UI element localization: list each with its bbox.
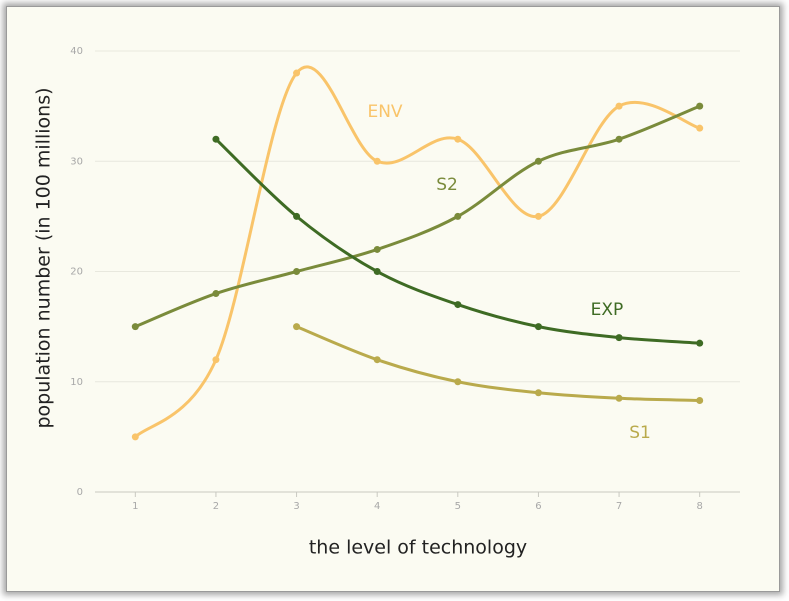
data-point bbox=[131, 433, 139, 441]
data-point bbox=[373, 245, 381, 253]
data-point bbox=[534, 389, 542, 397]
x-tick-label: 1 bbox=[132, 501, 138, 512]
x-axis-title: the level of technology bbox=[309, 537, 527, 559]
data-point bbox=[454, 301, 462, 309]
data-point bbox=[131, 323, 139, 331]
data-point bbox=[615, 135, 623, 143]
series-label: ENV bbox=[367, 102, 402, 122]
series-line bbox=[134, 104, 701, 329]
data-point bbox=[454, 378, 462, 386]
data-point bbox=[293, 69, 301, 77]
x-tick-label: 6 bbox=[535, 501, 541, 512]
data-point bbox=[534, 212, 542, 220]
data-point bbox=[212, 135, 220, 143]
data-point bbox=[293, 323, 301, 331]
series-label: S2 bbox=[436, 175, 458, 195]
series-line bbox=[134, 65, 701, 439]
x-tick-label: 8 bbox=[697, 501, 703, 512]
data-point bbox=[293, 212, 301, 220]
data-point bbox=[373, 356, 381, 364]
y-tick-label: 0 bbox=[77, 487, 83, 498]
data-point bbox=[696, 124, 704, 132]
data-point bbox=[615, 334, 623, 342]
y-tick-label: 10 bbox=[70, 377, 83, 388]
data-point bbox=[212, 356, 220, 364]
y-tick-label: 40 bbox=[70, 46, 83, 57]
data-point bbox=[373, 157, 381, 165]
series-label: S1 bbox=[629, 423, 651, 443]
data-point bbox=[293, 268, 301, 275]
data-point bbox=[534, 157, 542, 165]
x-tick-label: 2 bbox=[213, 501, 219, 512]
y-tick-label: 30 bbox=[70, 156, 83, 167]
data-point bbox=[615, 394, 623, 402]
series-label: EXP bbox=[591, 300, 624, 320]
data-point bbox=[615, 102, 623, 110]
data-point bbox=[696, 396, 704, 404]
x-tick-label: 5 bbox=[455, 501, 461, 512]
data-point bbox=[454, 135, 462, 143]
data-point bbox=[454, 212, 462, 220]
x-tick-label: 4 bbox=[374, 501, 380, 512]
y-tick-label: 20 bbox=[70, 267, 83, 278]
data-point bbox=[696, 339, 704, 347]
x-tick-label: 7 bbox=[616, 501, 622, 512]
data-point bbox=[212, 290, 220, 298]
data-point bbox=[373, 268, 381, 275]
x-tick-label: 3 bbox=[293, 501, 299, 512]
y-axis-title: population number (in 100 millions) bbox=[33, 87, 55, 428]
series-line bbox=[295, 325, 700, 402]
series-line bbox=[214, 138, 700, 345]
data-point bbox=[534, 323, 542, 331]
data-point bbox=[696, 102, 704, 110]
